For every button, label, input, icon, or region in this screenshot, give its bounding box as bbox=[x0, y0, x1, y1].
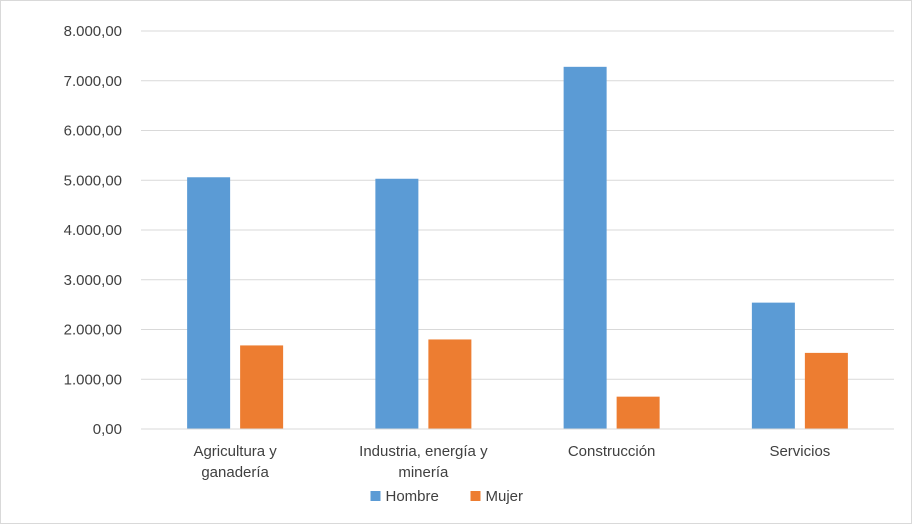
x-category-label: ganadería bbox=[201, 464, 269, 481]
bar-hombre bbox=[751, 302, 795, 429]
x-category-label: Construcción bbox=[568, 443, 656, 460]
y-tick-label: 1.000,00 bbox=[64, 371, 122, 388]
y-tick-label: 7.000,00 bbox=[64, 73, 122, 90]
bars bbox=[187, 66, 848, 429]
bar-hombre bbox=[187, 177, 231, 429]
x-axis: Agricultura y ganadería Industria, energía… bbox=[141, 428, 894, 481]
legend-label-mujer: Mujer bbox=[486, 488, 524, 505]
bar-mujer bbox=[240, 345, 284, 429]
y-axis-ticks: 0,00 1.000,00 2.000,00 3.000,00 4.000,00 5.00… bbox=[64, 23, 122, 438]
y-tick-label: 0,00 bbox=[93, 421, 122, 438]
y-tick-label: 3.000,00 bbox=[64, 272, 122, 289]
bar-hombre bbox=[375, 178, 419, 429]
y-tick-label: 6.000,00 bbox=[64, 123, 122, 140]
legend: Hombre Mujer bbox=[370, 488, 524, 505]
bar-mujer bbox=[804, 352, 848, 429]
x-category-label: Servicios bbox=[769, 443, 830, 460]
x-category-label: Agricultura y bbox=[193, 443, 277, 460]
y-tick-label: 5.000,00 bbox=[64, 172, 122, 189]
legend-swatch-mujer bbox=[470, 491, 481, 501]
legend-swatch-hombre bbox=[370, 491, 381, 501]
bar-mujer bbox=[616, 396, 660, 429]
x-category-label: Industria, energía y bbox=[359, 443, 488, 460]
gridlines bbox=[141, 30, 894, 380]
y-tick-label: 4.000,00 bbox=[64, 222, 122, 239]
bar-mujer bbox=[428, 339, 472, 429]
y-tick-label: 2.000,00 bbox=[64, 322, 122, 339]
x-category-label: minería bbox=[398, 464, 449, 481]
bar-hombre bbox=[563, 66, 607, 429]
y-tick-label: 8.000,00 bbox=[64, 23, 122, 40]
legend-label-hombre: Hombre bbox=[386, 488, 439, 505]
